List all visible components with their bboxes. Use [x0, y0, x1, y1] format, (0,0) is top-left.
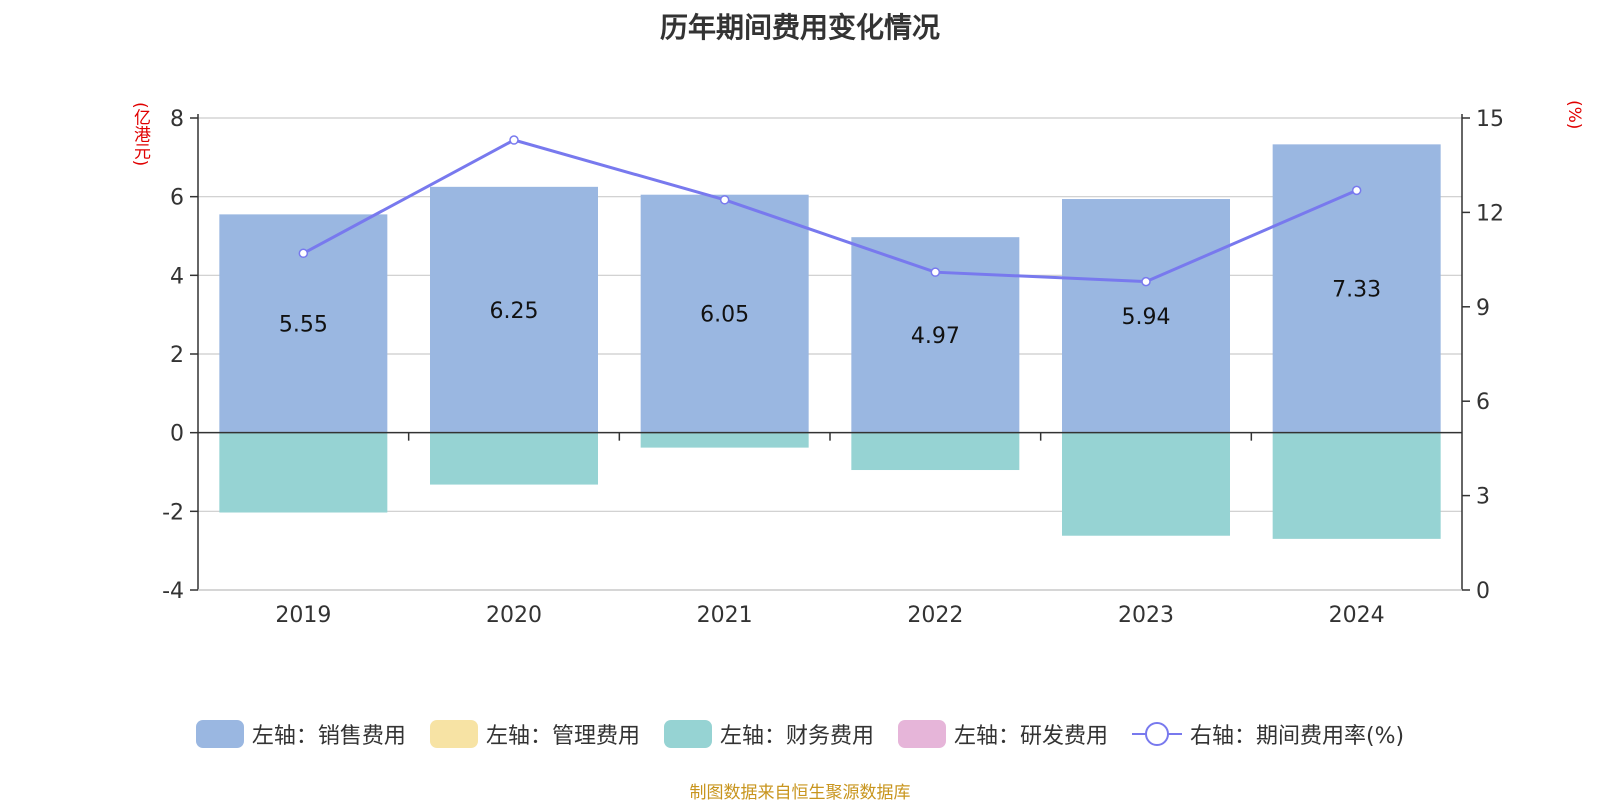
bar [219, 432, 388, 513]
left-axis-tick-label: 8 [170, 107, 184, 132]
legend-label-rnd: 左轴：研发费用 [953, 724, 1108, 749]
data-label: 5.55 [279, 313, 328, 338]
left-axis-tick-label: -4 [162, 579, 184, 604]
rate-point [509, 135, 519, 145]
chart-title: 历年期间费用变化情况 [659, 11, 940, 44]
right-axis-unit: (%) [1564, 100, 1584, 130]
bar [430, 186, 598, 433]
legend-label-finance: 左轴：财务费用 [719, 724, 874, 749]
bar [640, 194, 809, 433]
right-axis-tick-label: 3 [1476, 485, 1490, 510]
rate-point [930, 267, 941, 277]
right-axis-tick-label: 6 [1476, 390, 1490, 415]
legend-label-sales: 左轴：销售费用 [251, 724, 406, 749]
bar [1272, 432, 1441, 539]
x-axis-tick-label: 2022 [907, 603, 963, 628]
legend-item-finance[interactable]: 左轴：财务费用 [663, 718, 874, 750]
chart-plot: -4 -2 0 2 4 6 8 0 3 6 9 12 15 2019 2020 2021 2022 2023 202… [162, 107, 1504, 628]
data-label: 7.33 [1332, 278, 1381, 303]
right-axis-tick-label: 9 [1476, 296, 1490, 321]
left-axis-tick-label: 6 [170, 186, 184, 211]
data-label: 6.05 [700, 303, 749, 328]
x-axis-tick-label: 2021 [697, 603, 753, 628]
left-axis-tick-label: -2 [162, 500, 184, 525]
left-axis-tick-label: 2 [170, 343, 184, 368]
data-label: 5.94 [1122, 305, 1171, 330]
legend-item-sales[interactable]: 左轴：销售费用 [195, 718, 406, 750]
bar [1062, 199, 1230, 433]
left-axis-tick-label: 0 [170, 422, 184, 447]
rate-point [1141, 276, 1151, 287]
rate-point [298, 248, 309, 259]
x-axis-tick-label: 2023 [1118, 603, 1174, 628]
legend-swatch-admin [429, 720, 478, 748]
rate-point [719, 195, 730, 205]
rate-point [1351, 185, 1362, 196]
legend-label-admin: 左轴：管理费用 [485, 724, 640, 749]
right-axis-tick-label: 12 [1476, 201, 1504, 226]
x-axis-tick-label: 2024 [1329, 603, 1385, 628]
legend: 左轴：销售费用 左轴：管理费用 左轴：财务费用 左轴：研发费用 右轴：期间费用率… [0, 718, 1600, 750]
x-axis-tick-label: 2020 [486, 603, 542, 628]
legend-item-admin[interactable]: 左轴：管理费用 [429, 718, 640, 750]
bar [640, 432, 809, 448]
legend-item-rnd[interactable]: 左轴：研发费用 [897, 718, 1108, 750]
right-axis-tick-label: 0 [1476, 579, 1490, 604]
x-axis-tick-label: 2019 [275, 603, 331, 628]
legend-swatch-finance [663, 720, 712, 748]
rate-line [302, 138, 1358, 284]
data-label: 4.97 [911, 324, 960, 349]
data-label: 6.25 [490, 299, 539, 324]
left-axis-tick-label: 4 [170, 264, 184, 289]
left-axis-unit: (亿港元) [130, 102, 150, 167]
legend-label-rate: 右轴：期间费用率(%) [1189, 724, 1405, 749]
data-source-note: 制图数据来自恒生聚源数据库 [689, 783, 911, 803]
bar [1062, 432, 1230, 536]
bar [851, 432, 1020, 471]
legend-line-marker-icon [1131, 722, 1182, 746]
bar [430, 432, 598, 485]
right-axis-tick-label: 15 [1476, 107, 1504, 132]
legend-item-rate[interactable]: 右轴：期间费用率(%) [1131, 718, 1405, 750]
legend-swatch-sales [195, 720, 244, 748]
legend-swatch-rnd [897, 720, 946, 748]
